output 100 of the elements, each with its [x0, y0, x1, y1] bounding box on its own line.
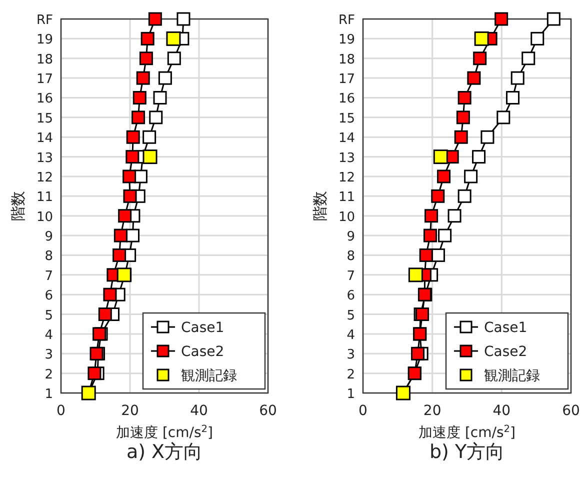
- y-tick-label: 12: [36, 170, 53, 186]
- point: [167, 52, 181, 66]
- point: [456, 110, 470, 124]
- point: [438, 228, 452, 242]
- legend-label: Case1: [181, 320, 224, 336]
- point: [448, 209, 462, 223]
- y-tick-label: 18: [36, 52, 53, 68]
- x-tick-label: 0: [56, 403, 66, 419]
- point: [433, 150, 448, 164]
- y-tick-label: 2: [44, 367, 53, 382]
- x-tick-label: 0: [358, 403, 368, 419]
- point: [472, 150, 486, 164]
- point: [132, 90, 146, 104]
- y-tick-label: 3: [346, 348, 355, 363]
- y-tick-label: 11: [36, 190, 53, 206]
- point: [522, 52, 536, 66]
- point: [126, 150, 140, 164]
- point: [132, 110, 146, 124]
- legend-label: Case1: [484, 320, 528, 336]
- point: [506, 90, 520, 104]
- legend-label: 観測記録: [181, 368, 237, 384]
- y-tick-label: 2: [346, 367, 355, 382]
- point: [496, 110, 510, 124]
- point: [480, 130, 494, 144]
- y-tick-label: 19: [36, 32, 53, 48]
- point: [458, 90, 472, 104]
- y-tick-label: 3: [44, 348, 53, 363]
- y-tick-label: 17: [338, 72, 355, 88]
- point: [88, 366, 102, 380]
- point: [408, 268, 423, 282]
- point: [103, 288, 117, 302]
- y-tick-label: 11: [338, 190, 355, 206]
- y-tick-label: 17: [36, 72, 53, 88]
- x-axis-title: 加速度 [cm/s$^{2}$]: [116, 424, 213, 441]
- y-tick-label: 15: [338, 111, 355, 126]
- y-axis-title: 階数: [311, 191, 329, 221]
- y-tick-label: 1: [44, 387, 53, 402]
- point: [98, 308, 112, 322]
- point: [142, 150, 158, 164]
- y-tick-label: 8: [44, 249, 53, 264]
- y-tick-label: RF: [36, 13, 53, 28]
- point: [122, 170, 136, 184]
- point: [431, 189, 445, 203]
- point: [153, 90, 167, 104]
- point: [411, 346, 425, 360]
- legend-label: Case2: [484, 344, 528, 360]
- y-tick-label: 7: [346, 268, 355, 284]
- point: [464, 170, 478, 184]
- point: [166, 31, 181, 46]
- y-tick-label: 9: [44, 230, 53, 245]
- point: [126, 228, 140, 242]
- point: [473, 52, 487, 66]
- point: [431, 248, 445, 262]
- x-tick-label: 20: [423, 403, 442, 419]
- point: [494, 12, 508, 26]
- point: [158, 71, 172, 85]
- y-tick-label: 4: [44, 328, 53, 343]
- point: [176, 12, 190, 26]
- text: b) Y方向: [429, 441, 505, 463]
- legend-label: 観測記録: [484, 368, 540, 384]
- y-axis-title: 階数: [9, 191, 27, 221]
- point: [148, 12, 162, 26]
- y-tick-label: 13: [338, 150, 355, 166]
- point: [123, 189, 137, 203]
- y-tick-label: 5: [44, 308, 53, 324]
- point: [474, 31, 489, 46]
- point: [419, 248, 433, 262]
- x-tick-label: 20: [121, 403, 139, 419]
- y-tick-label: 9: [346, 230, 355, 245]
- x-tick-label: 60: [562, 403, 580, 419]
- y-tick-label: 12: [338, 170, 355, 186]
- point: [437, 170, 451, 184]
- point: [136, 71, 150, 85]
- y-tick-label: 10: [338, 210, 355, 225]
- y-tick-label: RF: [338, 13, 355, 28]
- x-axis-title: 加速度 [cm/s$^{2}$]: [418, 424, 516, 441]
- point: [149, 110, 163, 124]
- y-tick-label: 14: [36, 131, 53, 146]
- y-tick-label: 4: [346, 328, 355, 343]
- y-tick-label: 10: [36, 210, 53, 225]
- point: [424, 228, 438, 242]
- x-tick-label: 40: [492, 403, 511, 419]
- y-tick-label: 1: [346, 387, 355, 402]
- point: [118, 209, 132, 223]
- point: [454, 130, 468, 144]
- point: [139, 52, 153, 66]
- point: [114, 228, 128, 242]
- y-tick-label: 7: [44, 268, 53, 284]
- x-tick-label: 60: [259, 403, 277, 419]
- point: [467, 71, 481, 85]
- point: [126, 130, 140, 144]
- point: [112, 248, 126, 262]
- y-tick-label: 6: [44, 288, 53, 304]
- y-tick-label: 14: [338, 131, 355, 146]
- y-tick-label: 16: [36, 92, 53, 107]
- point: [142, 130, 156, 144]
- y-tick-label: 13: [36, 150, 53, 166]
- y-tick-label: 16: [338, 92, 355, 107]
- y-tick-label: 18: [338, 52, 355, 68]
- y-tick-label: 8: [346, 249, 355, 264]
